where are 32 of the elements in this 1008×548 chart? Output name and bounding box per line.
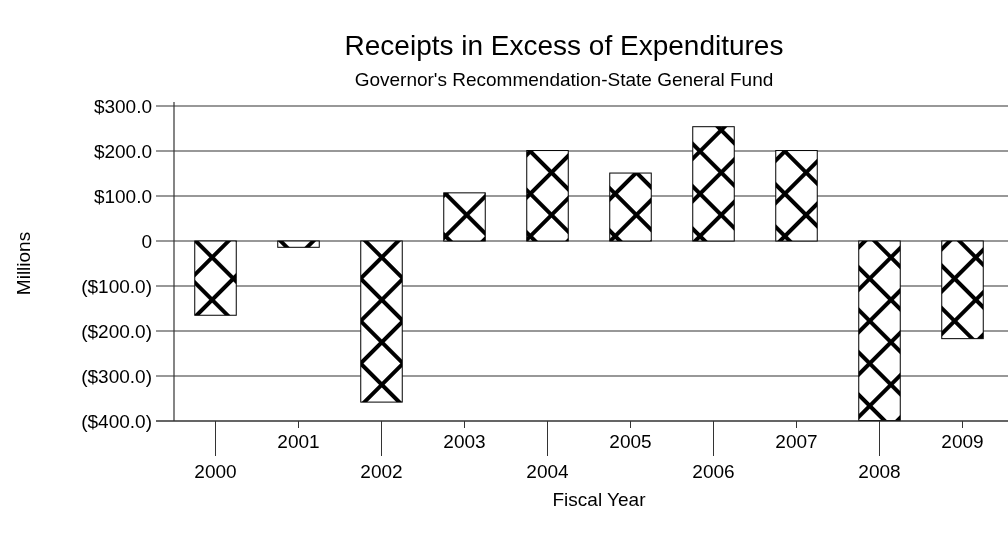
chart-subtitle: Governor's Recommendation-State General Fund xyxy=(354,69,774,90)
chart-title: Receipts in Excess of Expenditures xyxy=(344,30,784,61)
x-tick-label: 2007 xyxy=(775,431,818,452)
bar xyxy=(360,240,403,403)
bar xyxy=(277,240,320,248)
bar xyxy=(443,192,486,242)
x-tick-label: 2001 xyxy=(277,431,320,452)
y-tick-label: $100.0 xyxy=(93,185,152,207)
y-tick-label: $200.0 xyxy=(93,140,152,162)
bar xyxy=(194,240,237,316)
x-axis-title: Fiscal Year xyxy=(552,489,647,510)
x-tick-label: 2002 xyxy=(360,461,403,482)
bar xyxy=(526,150,569,242)
x-tick-label: 2004 xyxy=(526,461,570,482)
bar xyxy=(775,150,818,242)
y-tick-label: $300.0 xyxy=(93,95,152,117)
y-tick-label: ($200.0) xyxy=(81,320,152,342)
x-tick-label: 2009 xyxy=(941,431,984,452)
bar xyxy=(692,126,735,242)
bar xyxy=(941,240,984,340)
x-tick-label: 2008 xyxy=(858,461,901,482)
y-tick-label: ($400.0) xyxy=(81,410,152,432)
y-tick-label: ($100.0) xyxy=(81,275,152,297)
x-tick-label: 2000 xyxy=(194,461,237,482)
bar xyxy=(609,172,652,242)
y-axis-title: Millions xyxy=(13,231,34,296)
x-tick-label: 2006 xyxy=(692,461,735,482)
x-tick-label: 2003 xyxy=(443,431,486,452)
y-tick-label: ($300.0) xyxy=(81,365,152,387)
x-tick-label: 2005 xyxy=(609,431,652,452)
bar xyxy=(858,240,901,422)
y-tick-label: 0 xyxy=(141,230,152,252)
